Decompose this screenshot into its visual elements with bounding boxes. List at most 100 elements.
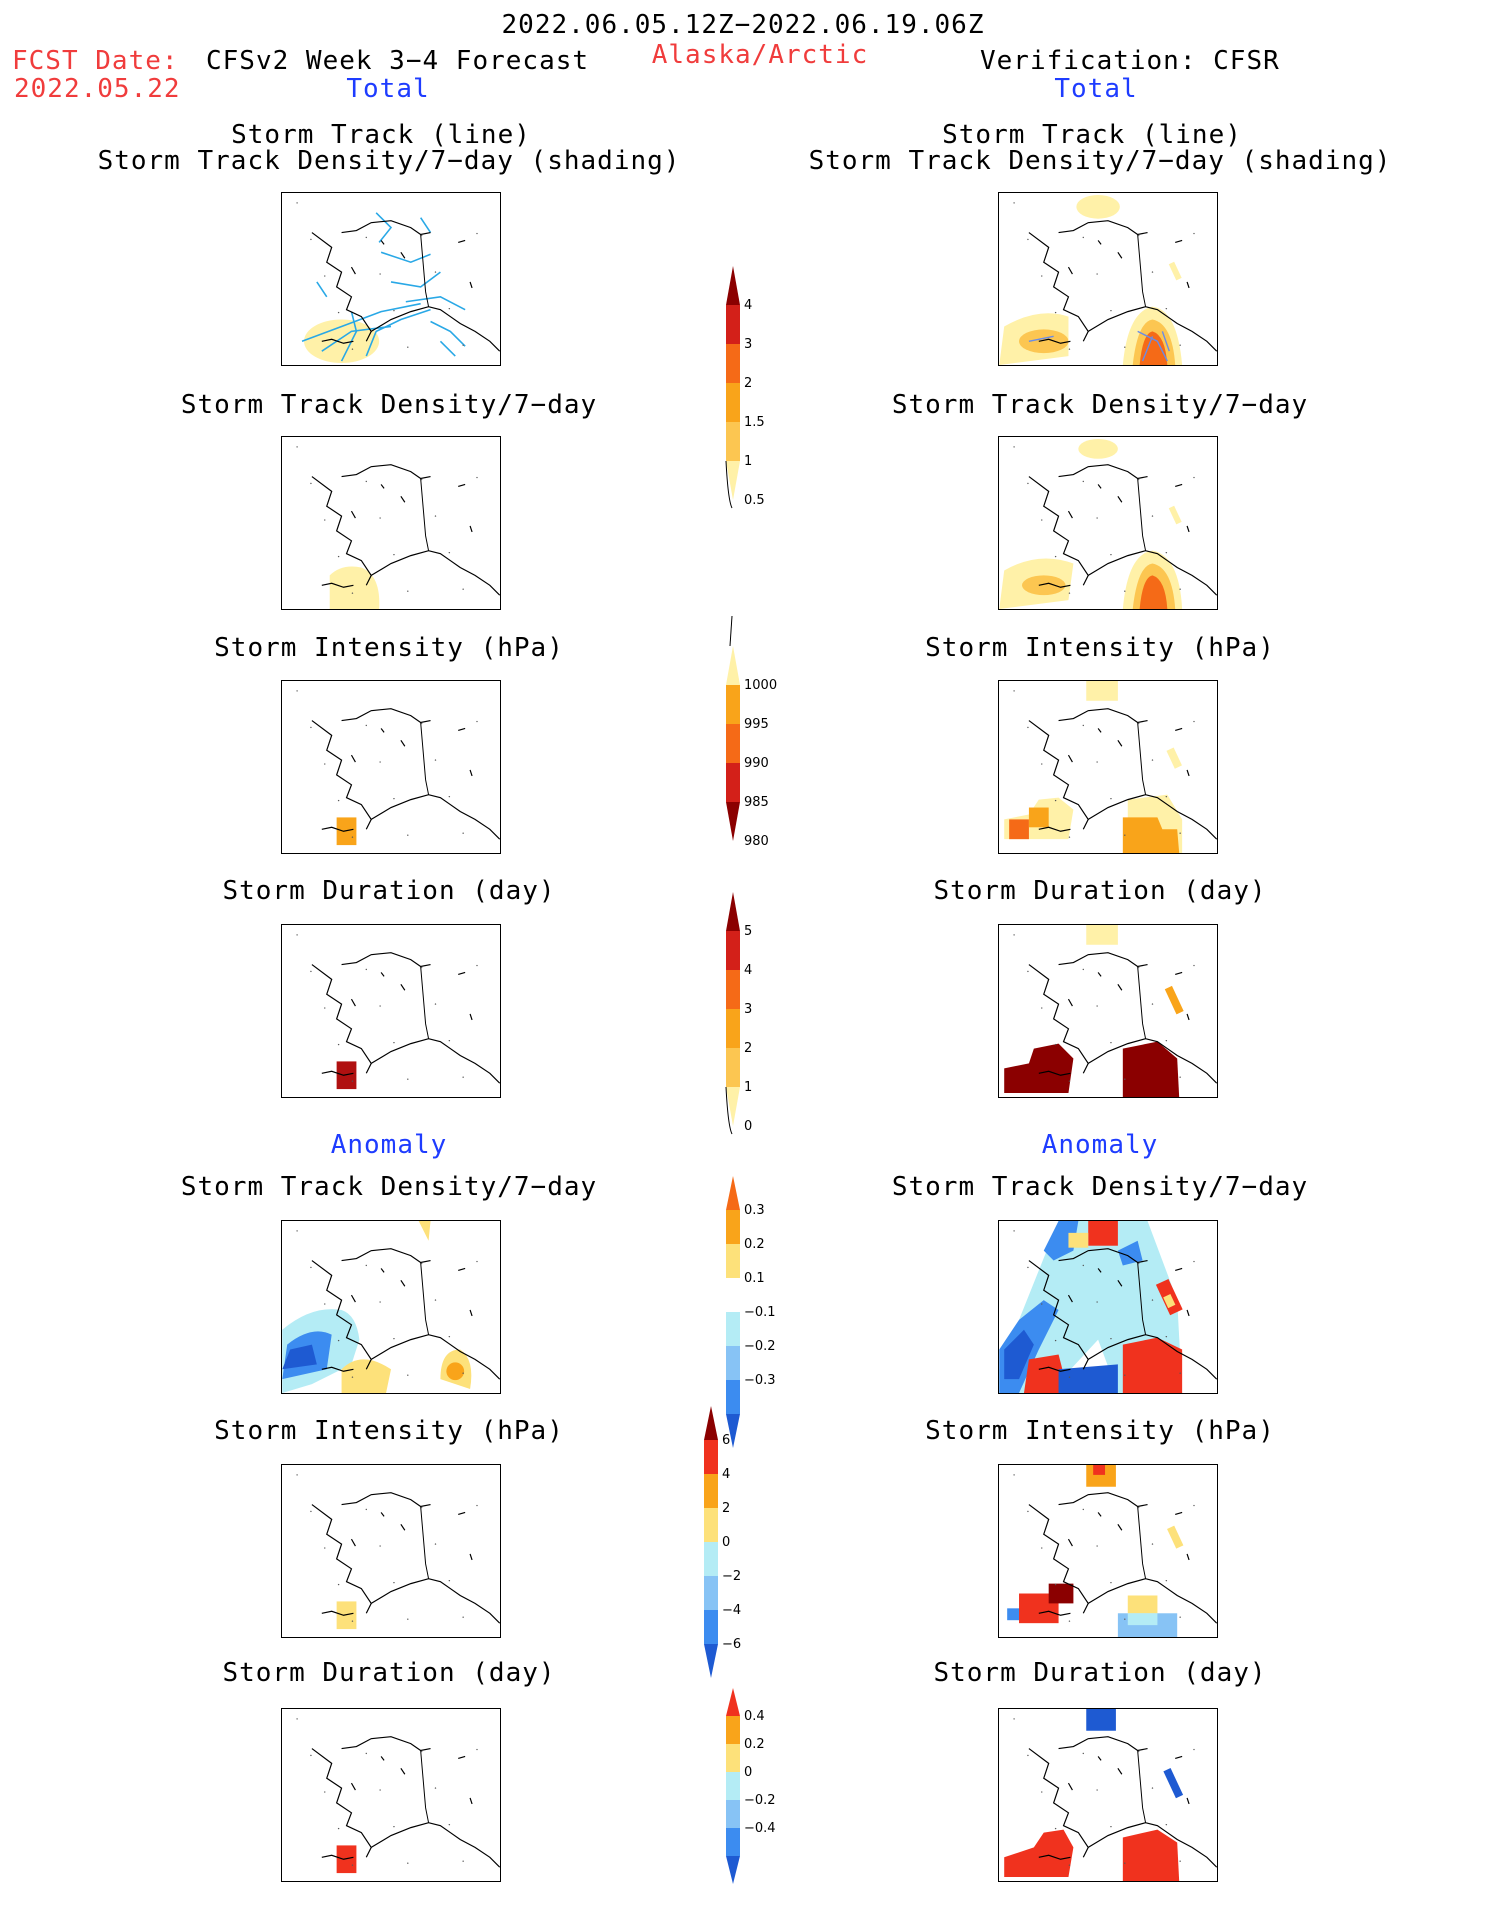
coastline-path xyxy=(1137,1262,1147,1335)
colorbar-duration-anom: 0.4 0.2 0 −0.2 −0.4 xyxy=(722,1684,802,1914)
graticule-dot xyxy=(1082,480,1084,483)
colorbar-tick-label: −6 xyxy=(722,1637,741,1652)
coastline-path xyxy=(370,1334,500,1380)
graticule-dot xyxy=(351,348,354,350)
graticule-dot xyxy=(324,1547,326,1549)
graticule-dot xyxy=(1068,592,1071,594)
colorbar-tick-label: 0 xyxy=(722,1535,730,1550)
graticule-dot xyxy=(1124,1618,1126,1620)
graticule-dot xyxy=(337,1339,340,1342)
graticule-dot xyxy=(393,553,395,556)
colorbar-density-total: 4 3 2 1.5 1 0.5 xyxy=(722,262,802,542)
graticule-dot xyxy=(1054,311,1057,314)
map-cfsr-anom-duration-graphic xyxy=(1004,1709,1217,1881)
colorbar-tick-label: 0.2 xyxy=(744,1237,765,1252)
left-track-shading-title: Storm Track Density/7−day (shading) xyxy=(97,146,681,176)
graticule-dot xyxy=(1151,1787,1154,1789)
colorbar-segment xyxy=(726,305,740,344)
graticule-dot xyxy=(1096,273,1098,275)
graticule-dot xyxy=(1124,1078,1126,1080)
coastline-path xyxy=(458,483,473,533)
graticule-dot xyxy=(1013,1718,1015,1720)
colorbar-arrow-top xyxy=(726,266,740,305)
graticule-dot xyxy=(365,1508,367,1511)
coastline-path xyxy=(420,234,430,307)
graticule-dot xyxy=(1054,555,1057,558)
left-density-title: Storm Track Density/7−day xyxy=(180,390,598,420)
graticule-dot xyxy=(310,482,312,485)
graticule-dot xyxy=(1124,590,1126,592)
graticule-dot xyxy=(324,275,326,277)
graticule-dot xyxy=(1027,1754,1029,1757)
graticule-dot xyxy=(1082,1264,1084,1267)
coastline-path xyxy=(1028,964,1089,1074)
graticule-dot xyxy=(337,1827,340,1830)
colorbar-tick-label: 2 xyxy=(744,376,752,391)
colorbar-tick-label: −0.2 xyxy=(744,1793,776,1808)
graticule-dot xyxy=(448,1579,451,1582)
map-fcst-duration xyxy=(281,924,501,1098)
graticule-dot xyxy=(1096,517,1098,519)
colorbar-tick-label: 0.1 xyxy=(744,1271,765,1286)
colorbar-segment xyxy=(726,724,740,763)
coastline-path xyxy=(1087,1822,1217,1868)
graticule-dot xyxy=(296,1718,298,1720)
colorbar-tail xyxy=(725,1086,733,1135)
colorbar-tick-label: 3 xyxy=(744,1002,752,1017)
colorbar-tick-label: 0.4 xyxy=(744,1709,765,1724)
graticule-dot xyxy=(379,1545,381,1547)
left-intensity-title: Storm Intensity (hPa) xyxy=(214,633,564,663)
coastline-path xyxy=(458,1511,473,1561)
graticule-dot xyxy=(365,724,367,727)
colorbar-segment xyxy=(726,1278,740,1312)
map-fcst-anom-intensity xyxy=(281,1464,501,1638)
colorbar-tail xyxy=(729,615,733,647)
coastline-path xyxy=(341,708,431,724)
graticule-dot xyxy=(1179,1372,1181,1374)
map-fcst-intensity-graphic xyxy=(296,690,500,846)
colorbar-segment xyxy=(726,1828,740,1856)
graticule-dot xyxy=(1082,1508,1084,1511)
coastline-path xyxy=(1175,483,1190,533)
fcst-date-label: FCST Date: xyxy=(12,46,179,76)
graticule-dot xyxy=(1068,1620,1071,1622)
coastline-path xyxy=(458,971,473,1021)
coastline-path xyxy=(1175,971,1190,1021)
colorbar-segment xyxy=(726,685,740,724)
coastline-path xyxy=(341,1492,431,1508)
coastline-path xyxy=(1175,239,1190,289)
coastline-path xyxy=(1038,338,1071,344)
colorbar-arrow-bottom xyxy=(726,802,740,841)
colorbar-segment xyxy=(726,422,740,461)
colorbar-segment xyxy=(726,931,740,970)
graticule-dot xyxy=(1151,759,1154,761)
coastline-path xyxy=(1038,1366,1071,1372)
colorbar-tick-label: −0.4 xyxy=(744,1821,776,1836)
colorbar-tick-label: 1 xyxy=(744,454,752,469)
colorbar-tick-label: 0 xyxy=(744,1765,752,1780)
graticule-dot xyxy=(337,555,340,558)
graticule-dot xyxy=(296,202,298,204)
graticule-dot xyxy=(296,1230,298,1232)
colorbar-arrow-top xyxy=(704,1406,718,1440)
graticule-dot xyxy=(351,1080,354,1082)
colorbar-tick-label: 0.3 xyxy=(744,1203,765,1218)
graticule-dot xyxy=(476,1260,478,1263)
graticule-dot xyxy=(1179,1860,1181,1862)
coastline-path xyxy=(1087,306,1217,352)
graticule-dot xyxy=(1193,1748,1195,1751)
colorbar-arrow-top xyxy=(726,646,740,685)
graticule-dot xyxy=(1096,1789,1098,1791)
coastline-path xyxy=(1058,220,1148,236)
model-title: CFSv2 Week 3−4 Forecast xyxy=(206,46,590,76)
colorbar-arrow-top xyxy=(726,1688,740,1716)
graticule-dot xyxy=(1137,478,1140,481)
graticule-dot xyxy=(434,1543,437,1545)
colorbar-intensity-total: 1000 995 990 985 980 xyxy=(722,615,802,882)
graticule-dot xyxy=(1179,1616,1181,1618)
colorbar-segment xyxy=(726,1800,740,1828)
graticule-dot xyxy=(379,1789,381,1791)
map-fcst-anom-density xyxy=(281,1220,501,1394)
map-cfsr-density-graphic xyxy=(999,438,1217,609)
graticule-dot xyxy=(379,1005,381,1007)
